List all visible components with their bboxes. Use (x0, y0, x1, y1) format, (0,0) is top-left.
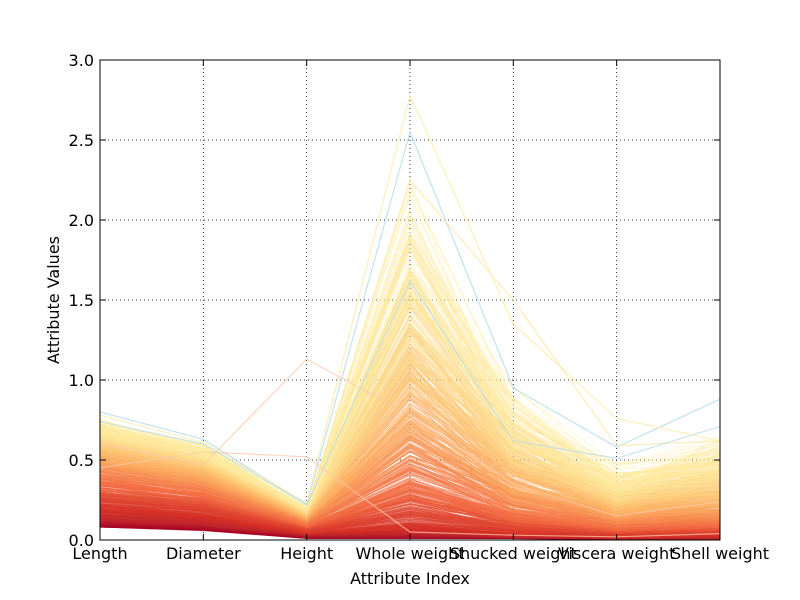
series-line (99, 232, 721, 509)
series-line (99, 267, 721, 507)
series-line-outlier (99, 130, 721, 506)
y-tick-labels: 0.0 0.5 1.0 1.5 2.0 2.5 3.0 (69, 51, 94, 550)
axis-ticks (99, 59, 721, 541)
x-tick-label: Shell weight (671, 544, 769, 563)
series-line (99, 245, 721, 510)
series-line (99, 408, 721, 518)
y-tick-label: 0.5 (69, 451, 94, 470)
series-line-outlier (99, 93, 721, 505)
x-tick-label: Whole weight (355, 544, 464, 563)
series-line-outlier (99, 178, 721, 511)
x-tick-labels: Length Diameter Height Whole weightShucked … (72, 544, 769, 563)
x-axis-label: Attribute Index (350, 569, 470, 588)
y-tick-label: 1.0 (69, 371, 94, 390)
x-tick-label: Height (280, 544, 333, 563)
series-line-outlier (99, 358, 721, 517)
x-tick-label: Length (72, 544, 127, 563)
y-tick-label: 2.0 (69, 211, 94, 230)
series-line (99, 223, 721, 510)
series-line-outlier (99, 279, 721, 506)
series-line (99, 183, 721, 509)
x-tick-label: Diameter (166, 544, 241, 563)
series-line (99, 214, 721, 511)
x-tick-label: Viscera weight (558, 544, 675, 563)
y-tick-label: 2.5 (69, 131, 94, 150)
series-line (99, 466, 721, 528)
y-tick-label: 1.5 (69, 291, 94, 310)
series-line (99, 231, 721, 510)
y-axis-label: Attribute Values (44, 236, 63, 364)
y-tick-label: 3.0 (69, 51, 94, 70)
y-tick-label: 0.0 (69, 531, 94, 550)
x-tick-label: Shucked weight (450, 544, 577, 563)
